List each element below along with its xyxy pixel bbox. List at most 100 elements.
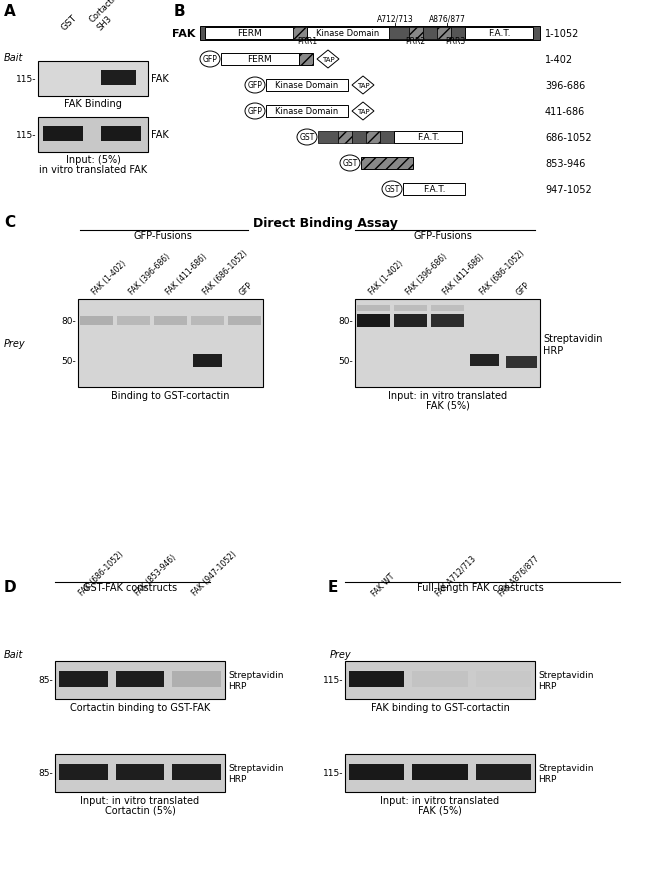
Bar — [361, 158, 413, 170]
Text: FERM: FERM — [248, 55, 272, 64]
Text: 411-686: 411-686 — [545, 107, 585, 117]
Text: 80-: 80- — [338, 317, 353, 326]
Text: HRP: HRP — [543, 346, 564, 355]
Bar — [431, 315, 464, 328]
Text: Kinase Domain: Kinase Domain — [276, 82, 339, 90]
Text: GFP: GFP — [248, 82, 263, 90]
Bar — [78, 300, 263, 388]
Text: FAK (1-402): FAK (1-402) — [367, 259, 405, 296]
Text: HRP: HRP — [538, 774, 556, 784]
Text: in vitro translated FAK: in vitro translated FAK — [39, 165, 147, 175]
Text: GST: GST — [384, 185, 400, 195]
Bar — [451, 28, 465, 40]
Bar — [355, 300, 540, 388]
Bar — [38, 118, 148, 153]
Text: 1-1052: 1-1052 — [545, 29, 579, 39]
Text: HRP: HRP — [228, 774, 246, 784]
Polygon shape — [317, 51, 339, 69]
Bar — [172, 671, 221, 688]
Bar — [389, 28, 409, 40]
Text: Streptavidin: Streptavidin — [538, 764, 593, 773]
Text: FAK A712/713: FAK A712/713 — [434, 553, 478, 597]
Bar — [431, 306, 464, 311]
Text: FAK: FAK — [151, 75, 169, 84]
Text: FAK (1-402): FAK (1-402) — [90, 259, 128, 296]
Text: Full-length FAK constructs: Full-length FAK constructs — [417, 582, 543, 592]
Text: Streptavidin: Streptavidin — [543, 333, 603, 344]
Text: GFP-Fusions: GFP-Fusions — [413, 231, 473, 240]
Text: FAK binding to GST-cortactin: FAK binding to GST-cortactin — [370, 702, 510, 712]
Bar — [80, 317, 113, 325]
Text: FAK: FAK — [151, 131, 169, 140]
Ellipse shape — [245, 78, 265, 94]
Text: TAP: TAP — [357, 83, 369, 89]
Text: 85-: 85- — [38, 768, 53, 778]
Bar — [403, 184, 465, 196]
Text: 85-: 85- — [38, 676, 53, 685]
Text: FAK (5%): FAK (5%) — [418, 805, 462, 815]
Text: B: B — [174, 4, 186, 19]
Text: Input: in vitro translated: Input: in vitro translated — [380, 795, 500, 805]
Bar — [154, 317, 187, 325]
Text: 115-: 115- — [16, 131, 36, 139]
Bar — [338, 132, 352, 144]
Bar — [101, 127, 141, 142]
Bar — [205, 28, 293, 40]
Bar — [101, 71, 136, 86]
Text: Direct Binding Assay: Direct Binding Assay — [253, 217, 397, 230]
Text: FAK (947-1052): FAK (947-1052) — [190, 549, 239, 597]
Text: 686-1052: 686-1052 — [545, 132, 592, 143]
Text: Kinase Domain: Kinase Domain — [276, 107, 339, 117]
Text: FAK (686-1052): FAK (686-1052) — [201, 249, 249, 296]
Bar — [59, 764, 108, 781]
Text: GST-FAK constructs: GST-FAK constructs — [83, 582, 177, 592]
Bar — [116, 764, 164, 781]
Bar — [345, 754, 535, 792]
Text: FAK (686-1052): FAK (686-1052) — [77, 550, 125, 597]
Bar — [55, 661, 225, 699]
Ellipse shape — [200, 52, 220, 68]
Bar — [357, 315, 390, 328]
Bar — [228, 317, 261, 325]
Text: FAK (853-946): FAK (853-946) — [134, 553, 178, 597]
Text: 947-1052: 947-1052 — [545, 185, 592, 195]
Text: Bait: Bait — [4, 53, 23, 63]
Bar — [38, 62, 148, 96]
Bar — [349, 764, 404, 781]
Text: F.A.T.: F.A.T. — [488, 30, 510, 39]
Bar — [266, 106, 348, 118]
Bar — [318, 132, 338, 144]
Text: FAK (396-686): FAK (396-686) — [127, 252, 172, 296]
Bar — [394, 315, 427, 328]
Bar — [470, 354, 499, 367]
Text: FERM: FERM — [237, 30, 261, 39]
Text: Input: in vitro translated: Input: in vitro translated — [81, 795, 200, 805]
Text: Prey: Prey — [330, 649, 352, 660]
Bar — [366, 132, 380, 144]
Text: PRR2: PRR2 — [405, 37, 425, 46]
Bar — [506, 357, 537, 368]
Text: F.A.T.: F.A.T. — [422, 185, 445, 195]
Bar — [59, 671, 108, 688]
Text: GFP: GFP — [248, 107, 263, 117]
Text: 50-: 50- — [338, 357, 353, 366]
Ellipse shape — [382, 182, 402, 198]
Bar — [191, 317, 224, 325]
Text: Binding to GST-cortactin: Binding to GST-cortactin — [111, 390, 229, 401]
Text: PRR3: PRR3 — [445, 37, 465, 46]
Text: FAK (396-686): FAK (396-686) — [404, 252, 448, 296]
Text: GST: GST — [343, 160, 358, 168]
Text: GFP: GFP — [203, 55, 218, 64]
Bar — [476, 764, 531, 781]
Bar — [357, 306, 390, 311]
Text: 1-402: 1-402 — [545, 55, 573, 65]
Text: Input: (5%): Input: (5%) — [66, 155, 120, 165]
Bar — [266, 80, 348, 92]
Bar — [43, 127, 83, 142]
Text: Kinase Domain: Kinase Domain — [317, 30, 380, 39]
Bar — [345, 661, 535, 699]
Text: TAP: TAP — [357, 109, 369, 115]
Bar — [380, 132, 394, 144]
Text: Bait: Bait — [4, 649, 23, 660]
Text: Cortactin
SH3: Cortactin SH3 — [88, 0, 129, 32]
